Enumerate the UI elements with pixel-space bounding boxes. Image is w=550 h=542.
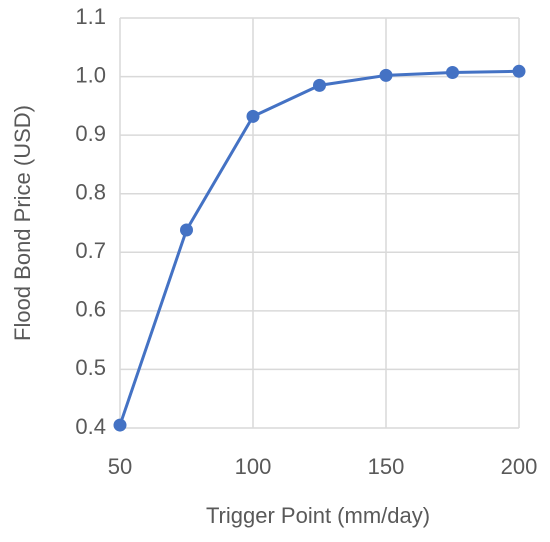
y-tick-label: 1.0 [75, 62, 106, 87]
y-tick-label: 0.5 [75, 355, 106, 380]
y-tick-label: 0.8 [75, 180, 106, 205]
marker [446, 65, 459, 79]
marker [379, 68, 393, 82]
y-axis-title: Flood Bond Price (USD) [10, 105, 35, 341]
x-tick-label: 100 [235, 454, 272, 479]
line [118, 69, 520, 426]
x-tick-label: 200 [501, 454, 538, 479]
marker [180, 223, 193, 237]
x-tick-label: 150 [368, 454, 405, 479]
marker [313, 78, 326, 92]
y-tick-label: 0.7 [75, 238, 106, 263]
marker [246, 109, 260, 123]
x-axis-title: Trigger Point (mm/day) [206, 503, 430, 528]
y-tick-label: 0.6 [75, 297, 106, 322]
y-tick-label: 0.4 [75, 414, 106, 439]
y-tick-label: 0.9 [75, 121, 106, 146]
marker [512, 64, 526, 78]
marker [113, 418, 127, 432]
x-tick-label: 50 [108, 454, 132, 479]
y-tick-label: 1.1 [75, 4, 106, 29]
